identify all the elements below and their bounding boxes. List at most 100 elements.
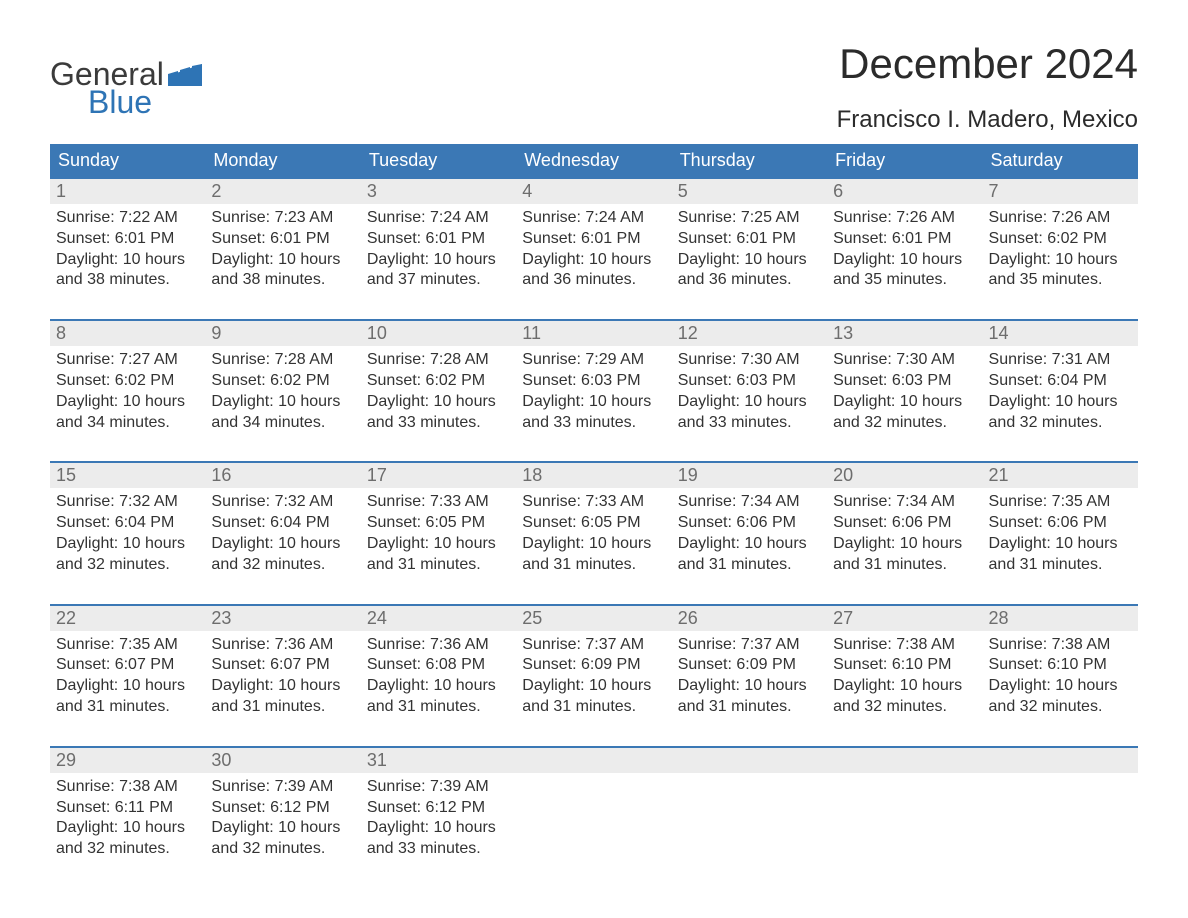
daylight-line: Daylight: 10 hours and 31 minutes. <box>678 534 821 576</box>
daylight-line: Daylight: 10 hours and 32 minutes. <box>56 818 199 860</box>
calendar-cell: 4Sunrise: 7:24 AMSunset: 6:01 PMDaylight… <box>516 178 671 320</box>
logo-word-2: Blue <box>88 86 202 118</box>
sunset-line: Sunset: 6:06 PM <box>678 513 821 534</box>
daylight-line: Daylight: 10 hours and 38 minutes. <box>211 250 354 292</box>
weekday-header: Tuesday <box>361 144 516 178</box>
sunrise-line: Sunrise: 7:32 AM <box>56 492 199 513</box>
day-body: Sunrise: 7:26 AMSunset: 6:01 PMDaylight:… <box>827 204 982 319</box>
day-number: 19 <box>672 463 827 488</box>
sunset-line: Sunset: 6:02 PM <box>989 229 1132 250</box>
sunrise-line: Sunrise: 7:32 AM <box>211 492 354 513</box>
calendar-cell: 3Sunrise: 7:24 AMSunset: 6:01 PMDaylight… <box>361 178 516 320</box>
calendar-cell: 15Sunrise: 7:32 AMSunset: 6:04 PMDayligh… <box>50 462 205 604</box>
sunset-line: Sunset: 6:04 PM <box>989 371 1132 392</box>
day-number-empty <box>827 748 982 773</box>
calendar-week-row: 1Sunrise: 7:22 AMSunset: 6:01 PMDaylight… <box>50 178 1138 320</box>
day-number: 23 <box>205 606 360 631</box>
day-body: Sunrise: 7:27 AMSunset: 6:02 PMDaylight:… <box>50 346 205 461</box>
daylight-line: Daylight: 10 hours and 32 minutes. <box>833 392 976 434</box>
calendar-cell: 1Sunrise: 7:22 AMSunset: 6:01 PMDaylight… <box>50 178 205 320</box>
sunrise-line: Sunrise: 7:39 AM <box>211 777 354 798</box>
sunset-line: Sunset: 6:01 PM <box>56 229 199 250</box>
sunrise-line: Sunrise: 7:33 AM <box>367 492 510 513</box>
sunrise-line: Sunrise: 7:33 AM <box>522 492 665 513</box>
day-number: 30 <box>205 748 360 773</box>
calendar-cell: 25Sunrise: 7:37 AMSunset: 6:09 PMDayligh… <box>516 605 671 747</box>
daylight-line: Daylight: 10 hours and 35 minutes. <box>833 250 976 292</box>
daylight-line: Daylight: 10 hours and 33 minutes. <box>367 392 510 434</box>
day-body: Sunrise: 7:32 AMSunset: 6:04 PMDaylight:… <box>50 488 205 603</box>
month-title: December 2024 <box>837 40 1138 88</box>
calendar-page: General Blue December 2024 Francisco I. … <box>0 0 1188 916</box>
sunset-line: Sunset: 6:11 PM <box>56 798 199 819</box>
calendar-cell: 21Sunrise: 7:35 AMSunset: 6:06 PMDayligh… <box>983 462 1138 604</box>
day-number: 15 <box>50 463 205 488</box>
sunset-line: Sunset: 6:01 PM <box>522 229 665 250</box>
calendar-cell: 28Sunrise: 7:38 AMSunset: 6:10 PMDayligh… <box>983 605 1138 747</box>
day-number: 1 <box>50 179 205 204</box>
calendar-cell <box>827 747 982 866</box>
sunset-line: Sunset: 6:05 PM <box>522 513 665 534</box>
day-number: 20 <box>827 463 982 488</box>
flag-icon <box>168 64 202 86</box>
day-number: 28 <box>983 606 1138 631</box>
daylight-line: Daylight: 10 hours and 38 minutes. <box>56 250 199 292</box>
day-body: Sunrise: 7:24 AMSunset: 6:01 PMDaylight:… <box>516 204 671 319</box>
sunset-line: Sunset: 6:03 PM <box>522 371 665 392</box>
daylight-line: Daylight: 10 hours and 35 minutes. <box>989 250 1132 292</box>
sunrise-line: Sunrise: 7:29 AM <box>522 350 665 371</box>
day-body: Sunrise: 7:32 AMSunset: 6:04 PMDaylight:… <box>205 488 360 603</box>
calendar-cell: 7Sunrise: 7:26 AMSunset: 6:02 PMDaylight… <box>983 178 1138 320</box>
sunrise-line: Sunrise: 7:22 AM <box>56 208 199 229</box>
calendar-table: Sunday Monday Tuesday Wednesday Thursday… <box>50 144 1138 866</box>
sunset-line: Sunset: 6:10 PM <box>833 655 976 676</box>
sunset-line: Sunset: 6:04 PM <box>56 513 199 534</box>
calendar-cell: 22Sunrise: 7:35 AMSunset: 6:07 PMDayligh… <box>50 605 205 747</box>
daylight-line: Daylight: 10 hours and 32 minutes. <box>211 818 354 860</box>
sunset-line: Sunset: 6:01 PM <box>833 229 976 250</box>
sunrise-line: Sunrise: 7:38 AM <box>56 777 199 798</box>
day-number: 17 <box>361 463 516 488</box>
daylight-line: Daylight: 10 hours and 31 minutes. <box>522 676 665 718</box>
calendar-cell: 8Sunrise: 7:27 AMSunset: 6:02 PMDaylight… <box>50 320 205 462</box>
day-body: Sunrise: 7:35 AMSunset: 6:07 PMDaylight:… <box>50 631 205 746</box>
daylight-line: Daylight: 10 hours and 36 minutes. <box>678 250 821 292</box>
day-number: 9 <box>205 321 360 346</box>
sunrise-line: Sunrise: 7:24 AM <box>522 208 665 229</box>
day-number: 3 <box>361 179 516 204</box>
calendar-week-row: 8Sunrise: 7:27 AMSunset: 6:02 PMDaylight… <box>50 320 1138 462</box>
daylight-line: Daylight: 10 hours and 32 minutes. <box>833 676 976 718</box>
day-number: 27 <box>827 606 982 631</box>
calendar-week-row: 29Sunrise: 7:38 AMSunset: 6:11 PMDayligh… <box>50 747 1138 866</box>
weekday-header: Sunday <box>50 144 205 178</box>
day-number: 13 <box>827 321 982 346</box>
calendar-cell: 17Sunrise: 7:33 AMSunset: 6:05 PMDayligh… <box>361 462 516 604</box>
day-number: 2 <box>205 179 360 204</box>
calendar-cell: 27Sunrise: 7:38 AMSunset: 6:10 PMDayligh… <box>827 605 982 747</box>
day-body: Sunrise: 7:24 AMSunset: 6:01 PMDaylight:… <box>361 204 516 319</box>
day-body: Sunrise: 7:34 AMSunset: 6:06 PMDaylight:… <box>672 488 827 603</box>
daylight-line: Daylight: 10 hours and 31 minutes. <box>833 534 976 576</box>
sunrise-line: Sunrise: 7:25 AM <box>678 208 821 229</box>
sunset-line: Sunset: 6:05 PM <box>367 513 510 534</box>
day-body: Sunrise: 7:22 AMSunset: 6:01 PMDaylight:… <box>50 204 205 319</box>
day-number: 25 <box>516 606 671 631</box>
sunset-line: Sunset: 6:10 PM <box>989 655 1132 676</box>
daylight-line: Daylight: 10 hours and 31 minutes. <box>678 676 821 718</box>
sunrise-line: Sunrise: 7:37 AM <box>678 635 821 656</box>
day-body: Sunrise: 7:26 AMSunset: 6:02 PMDaylight:… <box>983 204 1138 319</box>
sunset-line: Sunset: 6:02 PM <box>56 371 199 392</box>
sunrise-line: Sunrise: 7:30 AM <box>678 350 821 371</box>
sunset-line: Sunset: 6:01 PM <box>211 229 354 250</box>
day-body: Sunrise: 7:37 AMSunset: 6:09 PMDaylight:… <box>516 631 671 746</box>
day-body: Sunrise: 7:36 AMSunset: 6:08 PMDaylight:… <box>361 631 516 746</box>
day-body: Sunrise: 7:25 AMSunset: 6:01 PMDaylight:… <box>672 204 827 319</box>
weekday-header-row: Sunday Monday Tuesday Wednesday Thursday… <box>50 144 1138 178</box>
day-number: 21 <box>983 463 1138 488</box>
sunrise-line: Sunrise: 7:24 AM <box>367 208 510 229</box>
day-body: Sunrise: 7:36 AMSunset: 6:07 PMDaylight:… <box>205 631 360 746</box>
weekday-header: Wednesday <box>516 144 671 178</box>
sunrise-line: Sunrise: 7:36 AM <box>211 635 354 656</box>
daylight-line: Daylight: 10 hours and 33 minutes. <box>367 818 510 860</box>
day-body: Sunrise: 7:35 AMSunset: 6:06 PMDaylight:… <box>983 488 1138 603</box>
